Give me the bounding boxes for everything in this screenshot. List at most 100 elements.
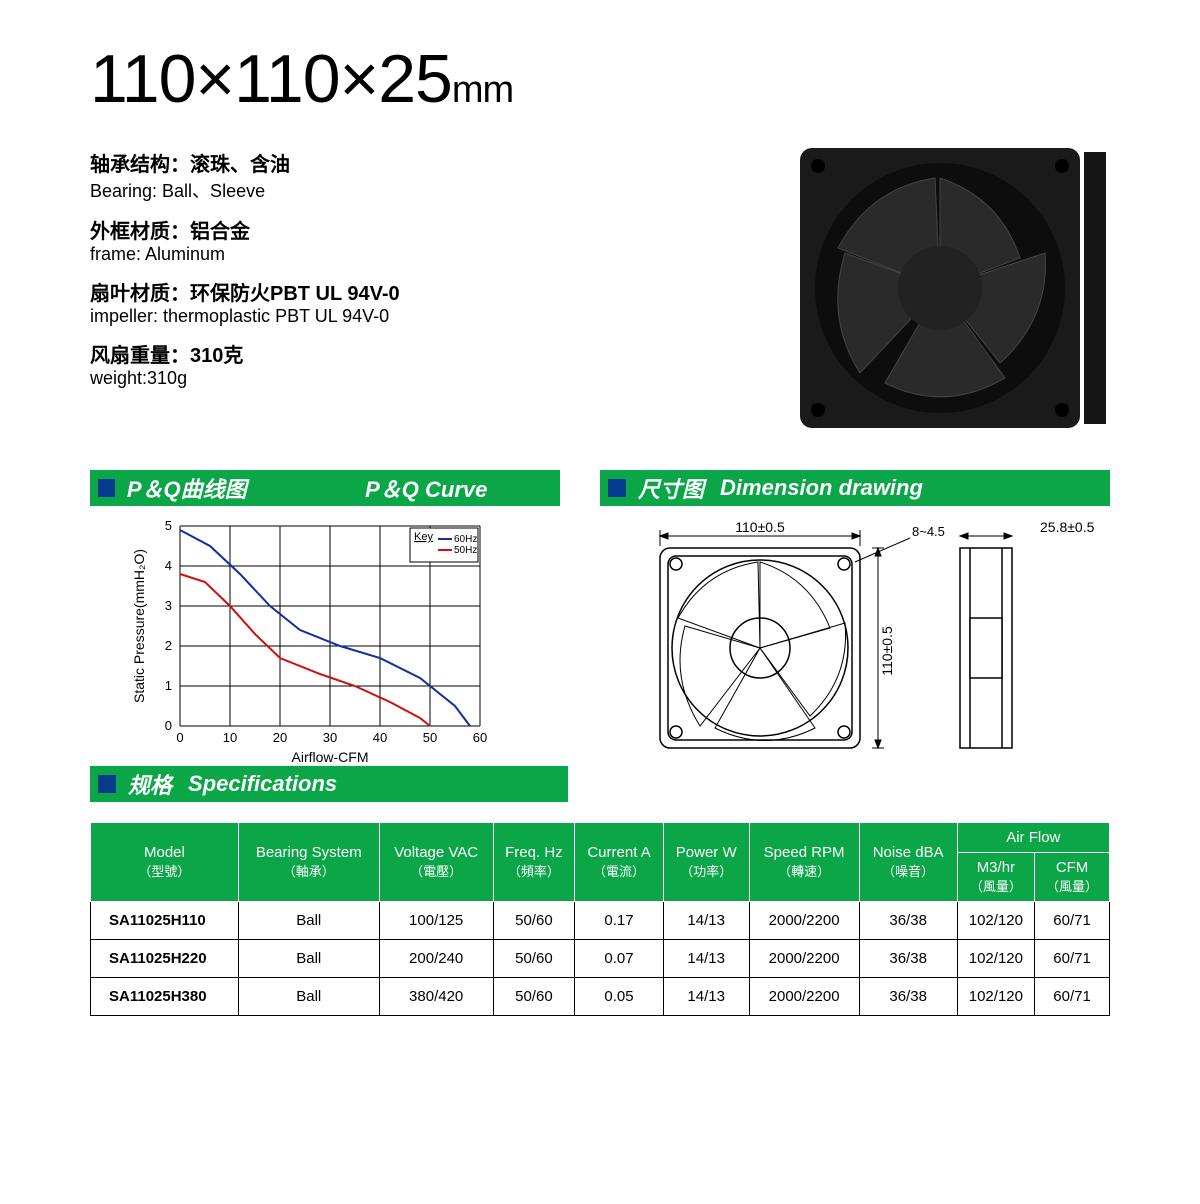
property-item: 扇叶材质：环保防火PBT UL 94V-0 impeller: thermopl… — [90, 277, 750, 327]
table-head: Model（型號）Bearing System（軸承）Voltage VAC（電… — [91, 823, 1110, 902]
spec-header: 规格 Specifications — [90, 766, 568, 802]
dim-column: 尺寸图 Dimension drawing — [600, 470, 1110, 766]
mid-row: P＆Q曲线图 P＆Q Curve 0 10 20 30 40 50 60 0 1 2 3 4 5 Airf… — [90, 470, 1110, 766]
svg-text:1: 1 — [165, 678, 172, 693]
cell-value: 36/38 — [859, 902, 957, 940]
prop-en: frame: Aluminum — [90, 244, 750, 265]
properties-list: 轴承结构：滚珠、含油 Bearing: Ball、Sleeve 外框材质：铝合金… — [90, 138, 750, 458]
cell-value: Ball — [238, 978, 379, 1016]
dim-header: 尺寸图 Dimension drawing — [600, 470, 1110, 506]
cell-value: 14/13 — [663, 940, 749, 978]
pq-chart: 0 10 20 30 40 50 60 0 1 2 3 4 5 Airflow-CFM Static Pre… — [130, 516, 490, 766]
prop-en: impeller: thermoplastic PBT UL 94V-0 — [90, 306, 750, 327]
svg-text:3: 3 — [165, 598, 172, 613]
svg-text:4: 4 — [165, 558, 172, 573]
cell-value: 14/13 — [663, 902, 749, 940]
svg-text:60Hz: 60Hz — [454, 534, 477, 545]
table-header: M3/hr（風量） — [957, 853, 1035, 902]
page-title: 110×110×25mm — [90, 40, 1110, 118]
pq-header-en: P＆Q Curve — [365, 472, 487, 504]
table-header: Power W（功率） — [663, 823, 749, 902]
table-row: SA11025H380Ball380/42050/600.0514/132000… — [91, 978, 1110, 1016]
cell-value: 50/60 — [493, 940, 575, 978]
cell-value: 2000/2200 — [749, 940, 859, 978]
cell-value: 200/240 — [379, 940, 493, 978]
prop-cn: 轴承结构：滚珠、含油 — [90, 148, 750, 177]
prop-en: weight:310g — [90, 368, 750, 389]
cell-value: 50/60 — [493, 902, 575, 940]
cell-value: 60/71 — [1035, 902, 1110, 940]
square-icon — [98, 479, 115, 497]
cell-model: SA11025H110 — [91, 902, 239, 940]
cell-value: 0.05 — [575, 978, 664, 1016]
cell-value: 2000/2200 — [749, 902, 859, 940]
cell-value: 50/60 — [493, 978, 575, 1016]
cell-value: 2000/2200 — [749, 978, 859, 1016]
cell-value: 0.17 — [575, 902, 664, 940]
cell-value: 0.07 — [575, 940, 664, 978]
top-row: 轴承结构：滚珠、含油 Bearing: Ball、Sleeve 外框材质：铝合金… — [90, 138, 1110, 458]
svg-text:Airflow-CFM: Airflow-CFM — [292, 749, 369, 765]
svg-text:Key: Key — [414, 531, 433, 543]
svg-text:10: 10 — [223, 730, 237, 745]
cell-value: Ball — [238, 940, 379, 978]
pq-header: P＆Q曲线图 P＆Q Curve — [90, 470, 560, 506]
square-icon — [608, 479, 626, 497]
table-row: SA11025H220Ball200/24050/600.0714/132000… — [91, 940, 1110, 978]
dimension-drawing: 110±0.5 110±0.5 — [600, 516, 1100, 766]
dim-hole: 8~4.5 — [912, 524, 945, 539]
svg-text:Static Pressure(mmH₂O): Static Pressure(mmH₂O) — [131, 549, 147, 703]
fan-photo — [790, 138, 1110, 458]
table-header: Freq. Hz（頻率） — [493, 823, 575, 902]
prop-cn: 扇叶材质：环保防火PBT UL 94V-0 — [90, 277, 750, 306]
property-item: 轴承结构：滚珠、含油 Bearing: Ball、Sleeve — [90, 148, 750, 203]
dim-header-cn: 尺寸图 — [638, 472, 704, 504]
table-header: Speed RPM（轉速） — [749, 823, 859, 902]
svg-text:30: 30 — [323, 730, 337, 745]
table-header: Model（型號） — [91, 823, 239, 902]
cell-value: 60/71 — [1035, 940, 1110, 978]
table-header: Noise dBA（噪音） — [859, 823, 957, 902]
table-header: Voltage VAC（電壓） — [379, 823, 493, 902]
table-header-airflow: Air Flow — [957, 823, 1109, 853]
dim-width: 110±0.5 — [735, 519, 785, 535]
svg-text:20: 20 — [273, 730, 287, 745]
pq-column: P＆Q曲线图 P＆Q Curve 0 10 20 30 40 50 60 0 1 2 3 4 5 Airf… — [90, 470, 560, 766]
table-header: Current A（電流） — [575, 823, 664, 902]
square-icon — [98, 775, 116, 793]
prop-en: Bearing: Ball、Sleeve — [90, 177, 750, 203]
cell-value: 36/38 — [859, 940, 957, 978]
cell-value: 102/120 — [957, 978, 1035, 1016]
title-dims: 110×110×25 — [90, 41, 452, 117]
title-unit: mm — [452, 69, 513, 111]
svg-text:50: 50 — [423, 730, 437, 745]
svg-text:0: 0 — [176, 730, 183, 745]
cell-value: 102/120 — [957, 902, 1035, 940]
spec-table: Model（型號）Bearing System（軸承）Voltage VAC（電… — [90, 822, 1110, 1016]
svg-text:60: 60 — [473, 730, 487, 745]
property-item: 外框材质：铝合金 frame: Aluminum — [90, 215, 750, 265]
dim-depth: 25.8±0.5 — [1040, 519, 1095, 535]
cell-value: 102/120 — [957, 940, 1035, 978]
cell-value: 36/38 — [859, 978, 957, 1016]
cell-model: SA11025H220 — [91, 940, 239, 978]
svg-text:0: 0 — [165, 718, 172, 733]
dim-header-en: Dimension drawing — [720, 475, 923, 501]
spec-header-cn: 规格 — [128, 768, 172, 800]
cell-value: 14/13 — [663, 978, 749, 1016]
cell-value: 60/71 — [1035, 978, 1110, 1016]
svg-text:5: 5 — [165, 518, 172, 533]
table-header: Bearing System（軸承） — [238, 823, 379, 902]
prop-cn: 外框材质：铝合金 — [90, 215, 750, 244]
table-row: SA11025H110Ball100/12550/600.1714/132000… — [91, 902, 1110, 940]
spec-header-en: Specifications — [188, 771, 337, 797]
table-header: CFM（風量） — [1035, 853, 1110, 902]
cell-value: Ball — [238, 902, 379, 940]
table-body: SA11025H110Ball100/12550/600.1714/132000… — [91, 902, 1110, 1016]
pq-header-cn: P＆Q曲线图 — [127, 472, 365, 504]
dim-height: 110±0.5 — [879, 626, 895, 676]
cell-value: 100/125 — [379, 902, 493, 940]
svg-text:2: 2 — [165, 638, 172, 653]
svg-text:40: 40 — [373, 730, 387, 745]
property-item: 风扇重量：310克 weight:310g — [90, 339, 750, 389]
